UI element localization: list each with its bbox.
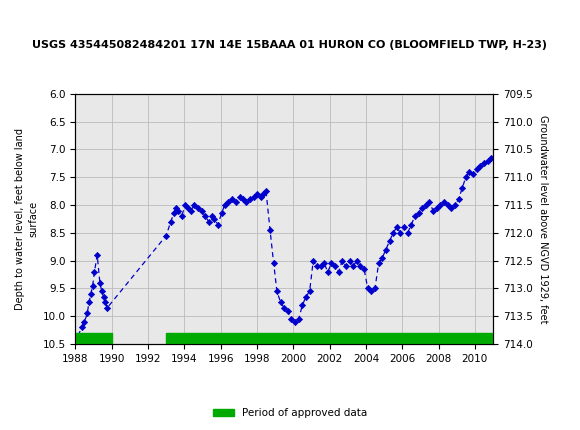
- Text: █USGS: █USGS: [6, 11, 64, 27]
- Y-axis label: Groundwater level above NGVD 1929, feet: Groundwater level above NGVD 1929, feet: [538, 115, 548, 323]
- Text: USGS 435445082484201 17N 14E 15BAAA 01 HURON CO (BLOOMFIELD TWP, H-23): USGS 435445082484201 17N 14E 15BAAA 01 H…: [32, 40, 548, 50]
- Y-axis label: Depth to water level, feet below land
surface: Depth to water level, feet below land su…: [15, 128, 38, 310]
- Legend: Period of approved data: Period of approved data: [209, 404, 371, 423]
